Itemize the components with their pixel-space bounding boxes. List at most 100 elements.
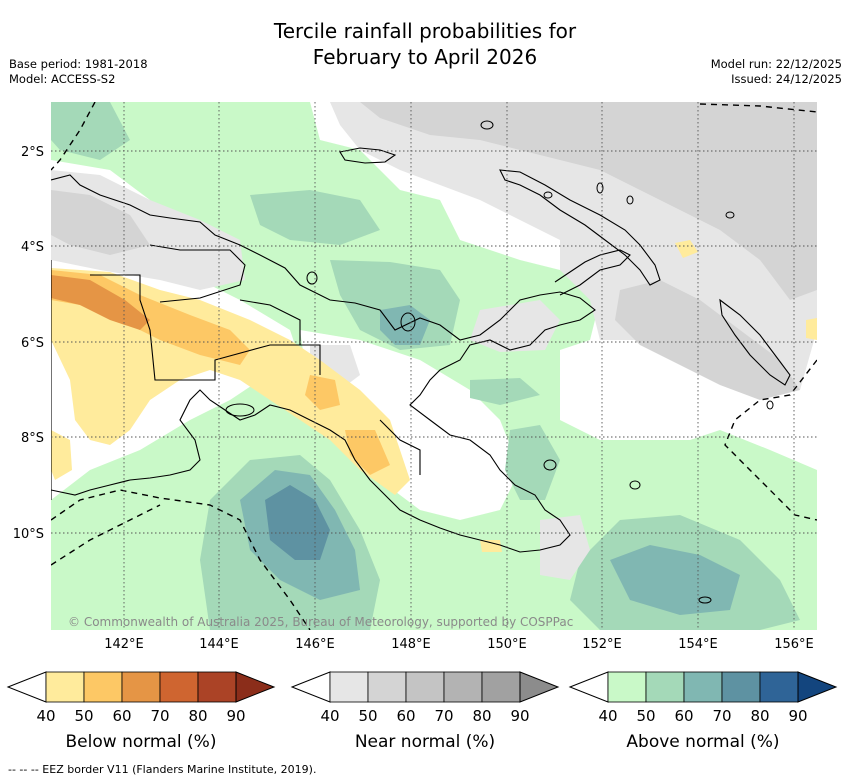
colorbar-swatch bbox=[367, 671, 407, 703]
near-normal-region bbox=[540, 515, 590, 580]
colorbar-swatch bbox=[329, 671, 369, 703]
near-normal-region bbox=[470, 300, 560, 352]
province-borders bbox=[379, 419, 421, 475]
island bbox=[626, 195, 634, 205]
colorbar-tick-label: 70 bbox=[712, 707, 731, 725]
colorbars: 40 50 60 70 80 90 Below normal (%) 40 50 60 70 80 90… bbox=[6, 671, 838, 752]
below-normal-region bbox=[806, 318, 817, 340]
manus-coastline bbox=[339, 147, 397, 164]
model-name: Model: ACCESS-S2 bbox=[9, 72, 116, 86]
colorbar-tick-label: 40 bbox=[320, 707, 339, 725]
lat-label: 2°S bbox=[21, 145, 44, 160]
colorbar-swatch bbox=[759, 671, 799, 703]
colorbar-swatch bbox=[159, 671, 199, 703]
above-normal-region bbox=[505, 425, 560, 500]
lon-label: 148°E bbox=[391, 637, 431, 652]
colorbar-tick-label: 70 bbox=[150, 707, 169, 725]
colorbar-under-triangle bbox=[6, 671, 47, 703]
near-normal-region bbox=[615, 280, 800, 400]
colorbar-over-triangle bbox=[797, 671, 838, 703]
colorbar-tick-label: 60 bbox=[396, 707, 415, 725]
lat-label: 10°S bbox=[13, 527, 44, 542]
province-borders bbox=[239, 299, 301, 345]
colorbar-swatch bbox=[83, 671, 123, 703]
island bbox=[629, 480, 641, 490]
title-line-2: February to April 2026 bbox=[312, 45, 538, 69]
colorbar-swatch bbox=[607, 671, 647, 703]
eez-border-line bbox=[724, 359, 817, 521]
island bbox=[400, 312, 416, 332]
below-normal-region bbox=[480, 540, 502, 552]
above-normal-region bbox=[265, 485, 330, 560]
new-guinea-coastline bbox=[51, 174, 596, 553]
colorbar-title: Below normal (%) bbox=[66, 732, 217, 752]
colorbar-title: Near normal (%) bbox=[355, 732, 495, 752]
lon-label: 156°E bbox=[774, 637, 814, 652]
island bbox=[725, 211, 735, 219]
model-info: Base period: 1981-2018 Model: ACCESS-S2 bbox=[9, 57, 148, 87]
lon-label: 142°E bbox=[104, 637, 144, 652]
above-normal-region bbox=[330, 260, 460, 350]
province-borders bbox=[149, 244, 246, 303]
colorbar-swatch bbox=[45, 671, 85, 703]
island bbox=[543, 191, 553, 199]
issued-date: Issued: 24/12/2025 bbox=[731, 72, 842, 86]
lon-label: 154°E bbox=[678, 637, 718, 652]
island bbox=[480, 120, 494, 130]
near-normal-region bbox=[360, 102, 817, 300]
colorbar-over-triangle bbox=[519, 671, 560, 703]
lon-label: 150°E bbox=[487, 637, 527, 652]
island bbox=[225, 403, 255, 417]
above-normal-region bbox=[470, 378, 540, 405]
eez-border bbox=[51, 102, 817, 630]
lon-label: 146°E bbox=[295, 637, 335, 652]
island bbox=[543, 459, 557, 471]
colorbar-swatch bbox=[481, 671, 521, 703]
colorbar-tick-label: 80 bbox=[188, 707, 207, 725]
province-borders bbox=[90, 274, 321, 381]
coastlines bbox=[51, 147, 791, 553]
colorbar-swatch bbox=[121, 671, 161, 703]
above-normal-region bbox=[51, 102, 130, 160]
colorbar-swatch bbox=[721, 671, 761, 703]
model-run-date: Model run: 22/12/2025 bbox=[710, 57, 842, 71]
bougainville-coastline bbox=[719, 298, 791, 386]
lon-label: 144°E bbox=[199, 637, 239, 652]
colorbar-swatch bbox=[443, 671, 483, 703]
colorbar-tick-label: 60 bbox=[112, 707, 131, 725]
colorbar-over-triangle bbox=[235, 671, 276, 703]
colorbar-tick-label: 90 bbox=[510, 707, 529, 725]
below-normal-region bbox=[51, 275, 150, 330]
colorbar-tick-label: 80 bbox=[472, 707, 491, 725]
island bbox=[306, 271, 318, 285]
island bbox=[766, 400, 774, 410]
lon-label: 152°E bbox=[582, 637, 622, 652]
colorbar-1: 40 50 60 70 80 90 Near normal (%) bbox=[290, 671, 560, 752]
colorbar-tick-label: 40 bbox=[598, 707, 617, 725]
colorbar-tick-label: 60 bbox=[674, 707, 693, 725]
run-info: Model run: 22/12/2025 Issued: 24/12/2025 bbox=[711, 57, 842, 87]
eez-border-line bbox=[51, 489, 311, 630]
colorbar-swatch bbox=[197, 671, 237, 703]
colorbar-tick-label: 50 bbox=[74, 707, 93, 725]
below-normal-region bbox=[51, 430, 72, 480]
colorbar-0: 40 50 60 70 80 90 Below normal (%) bbox=[6, 671, 276, 752]
map-title: Tercile rainfall probabilities for Febru… bbox=[0, 18, 850, 70]
colorbar-tick-label: 90 bbox=[788, 707, 807, 725]
eez-footer-note: -- -- -- EEZ border V11 (Flanders Marine… bbox=[8, 763, 317, 776]
above-normal-region bbox=[250, 190, 380, 245]
islands bbox=[225, 120, 774, 604]
colorbar-tick-label: 80 bbox=[750, 707, 769, 725]
eez-border-line bbox=[699, 103, 817, 113]
colorbar-tick-label: 90 bbox=[226, 707, 245, 725]
base-period: Base period: 1981-2018 bbox=[9, 57, 148, 71]
above-normal-region bbox=[170, 105, 300, 175]
island bbox=[596, 182, 604, 194]
below-normal-region bbox=[675, 240, 698, 258]
new-ireland-coastline bbox=[499, 169, 661, 286]
title-line-1: Tercile rainfall probabilities for bbox=[273, 19, 577, 43]
colorbar-swatch bbox=[405, 671, 445, 703]
colorbar-swatch bbox=[645, 671, 685, 703]
new-britain-coastline bbox=[554, 249, 631, 296]
